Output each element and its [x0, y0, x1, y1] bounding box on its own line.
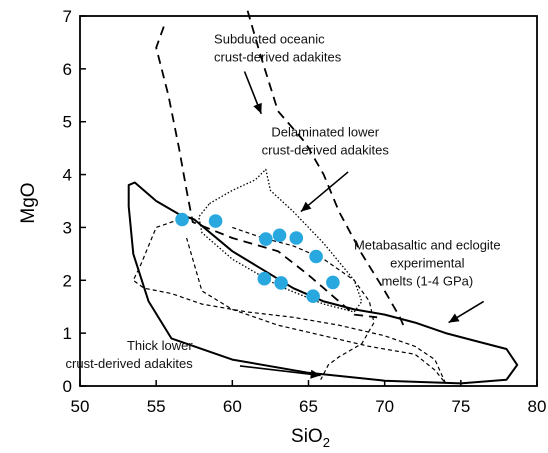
- x-axis-label-main: SiO: [291, 426, 323, 447]
- annotation-text: crust-derived adakites: [214, 49, 342, 64]
- x-tick-label: 75: [451, 397, 470, 416]
- data-point: [306, 289, 320, 303]
- x-tick-label: 65: [299, 397, 318, 416]
- y-tick-label: 1: [63, 324, 72, 343]
- arrow-head: [253, 102, 262, 114]
- y-tick-label: 2: [63, 271, 72, 290]
- plot-frame: [79, 15, 538, 387]
- field-delaminated-lower-crust: [198, 168, 363, 313]
- x-axis-label-subscript: 2: [323, 435, 330, 450]
- y-tick-label: 4: [63, 166, 72, 185]
- x-tick-label: 70: [375, 397, 394, 416]
- field-thick-lower-crust: [132, 216, 447, 384]
- x-axis-label: SiO2: [291, 426, 330, 450]
- y-tick-label: 0: [63, 377, 72, 396]
- field-subducted-oceanic-crust-right: [246, 10, 406, 329]
- annotation-text: Delaminated lower: [271, 125, 379, 140]
- field-metabasaltic-eclogite-melts: [127, 181, 519, 385]
- annotation-text: Thick lower: [127, 338, 193, 353]
- y-tick-label: 7: [63, 7, 72, 26]
- annotations: Subducted oceanic crust-derived adakites D…: [66, 31, 501, 371]
- data-points: [175, 212, 340, 303]
- field-thick-lower-crust-inner: [232, 226, 375, 380]
- field-subducted-oceanic-crust-left: [155, 26, 378, 319]
- arrow-shaft: [300, 171, 349, 213]
- x-axis-ticks: 50 55 60 65 70 75 80: [71, 380, 547, 416]
- y-axis-label: MgO: [18, 182, 39, 223]
- data-point: [326, 275, 340, 290]
- x-tick-label: 80: [528, 397, 547, 416]
- data-point: [175, 212, 189, 227]
- annotation-text: experimental: [390, 256, 465, 271]
- data-point: [257, 271, 272, 286]
- annotation-text: Metabasaltic and eclogite: [354, 238, 501, 253]
- arrow-shaft: [239, 365, 321, 377]
- field-boundaries: [127, 10, 519, 385]
- data-point: [208, 214, 223, 228]
- annotation-text: crust-derived adakites: [262, 143, 390, 158]
- y-tick-label: 5: [63, 113, 72, 132]
- annotation-arrows: [239, 71, 485, 379]
- x-tick-label: 55: [147, 397, 166, 416]
- arrow-head: [300, 201, 312, 212]
- annotation-text: crust-derived adakites: [66, 356, 194, 371]
- data-point: [259, 232, 273, 246]
- annotation-text: melts (1-4 GPa): [381, 274, 473, 289]
- arrow-head: [310, 369, 321, 379]
- y-axis-ticks: 0 1 2 3 4 5 6 7: [63, 7, 86, 396]
- x-tick-label: 50: [71, 397, 90, 416]
- data-point: [272, 228, 287, 243]
- annotation-text: Subducted oceanic: [214, 31, 325, 46]
- y-tick-label: 3: [63, 218, 72, 237]
- x-tick-label: 60: [223, 397, 242, 416]
- data-point: [309, 249, 323, 264]
- arrow-head: [448, 313, 460, 323]
- y-tick-label: 6: [63, 60, 72, 79]
- data-point: [289, 231, 304, 245]
- data-point: [274, 276, 288, 290]
